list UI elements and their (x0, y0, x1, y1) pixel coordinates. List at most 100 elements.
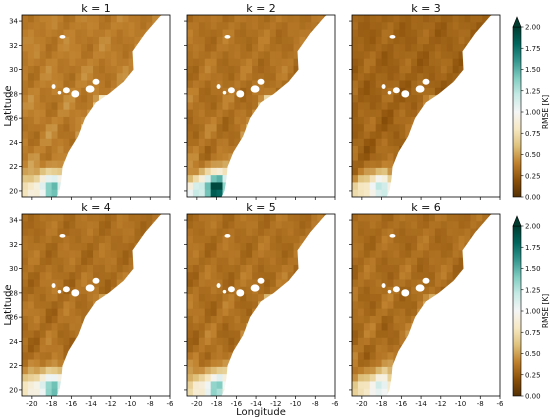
rmse-cell (458, 65, 466, 74)
rmse-cell (198, 330, 206, 339)
rmse-cell (222, 272, 230, 281)
rmse-cell (39, 116, 47, 125)
rmse-cell (393, 124, 400, 133)
island-mask (381, 84, 386, 90)
rmse-cell (222, 294, 230, 302)
rmse-cell (446, 15, 454, 23)
rmse-cell (246, 73, 253, 82)
rmse-cell (234, 29, 241, 38)
island-mask (422, 78, 430, 85)
rmse-cell (381, 294, 389, 302)
rmse-cell (375, 29, 383, 38)
rmse-cell (122, 250, 130, 259)
rmse-cell (305, 228, 312, 237)
rmse-cell (75, 29, 82, 38)
rmse-cell (240, 257, 247, 266)
rmse-cell (45, 167, 53, 176)
rmse-cell (63, 29, 70, 38)
rmse-cell (39, 87, 47, 96)
rmse-cell (299, 15, 306, 23)
island-mask (222, 90, 227, 95)
rmse-cell (22, 29, 29, 38)
rmse-cell (122, 29, 130, 38)
x-tick-label: -14 (415, 400, 427, 408)
rmse-cell (216, 315, 224, 324)
rmse-cell (252, 301, 259, 310)
rmse-cell (27, 308, 35, 317)
rmse-cell (63, 22, 70, 31)
y-tick-label: 20 (9, 386, 18, 394)
rmse-cell (381, 352, 389, 361)
rmse-cell (204, 366, 212, 375)
rmse-cell (204, 44, 212, 52)
rmse-cell (187, 257, 194, 266)
rmse-cell (75, 315, 82, 324)
rmse-cell (363, 124, 371, 133)
rmse-cell (417, 279, 424, 288)
rmse-cell (128, 214, 136, 222)
rmse-cell (452, 235, 460, 244)
rmse-cell (405, 235, 412, 244)
rmse-cell (352, 214, 359, 222)
rmse-cell (81, 286, 88, 295)
rmse-cell (63, 243, 70, 251)
rmse-cell (134, 228, 141, 237)
rmse-cell (363, 388, 371, 396)
rmse-cell (198, 214, 206, 222)
colorbar-tick-label: 1.00 (525, 308, 541, 316)
x-tick-label: -6 (167, 400, 175, 408)
rmse-cell (263, 73, 271, 82)
rmse-cell (352, 359, 359, 368)
rmse-cell (75, 250, 82, 259)
rmse-cell (22, 388, 29, 396)
rmse-cell (39, 51, 47, 60)
rmse-cell (87, 80, 94, 89)
rmse-cell (110, 279, 118, 288)
rmse-cell (81, 250, 88, 259)
rmse-cell (63, 228, 70, 237)
rmse-cell (352, 15, 359, 23)
colorbar-tick-label: 0.00 (525, 194, 541, 202)
rmse-cell (22, 131, 29, 140)
rmse-cell (393, 228, 400, 237)
rmse-cell (381, 345, 389, 353)
rmse-cell (446, 221, 454, 230)
rmse-cell (393, 214, 400, 222)
rmse-cell (381, 175, 389, 184)
rmse-cell (187, 182, 194, 191)
rmse-cell (411, 36, 418, 45)
rmse-cell (22, 167, 29, 176)
rmse-cell (363, 160, 371, 169)
rmse-cell (375, 374, 383, 383)
rmse-cell (393, 102, 400, 111)
rmse-cell (363, 29, 371, 38)
rmse-cell (299, 221, 306, 230)
rmse-cell (204, 22, 212, 31)
rmse-cell (434, 29, 442, 38)
rmse-cell (57, 138, 65, 147)
rmse-cell (51, 182, 59, 191)
rmse-cell (263, 15, 271, 23)
rmse-cell (187, 374, 194, 383)
rmse-cell (375, 80, 383, 89)
rmse-cell (45, 315, 53, 324)
rmse-cell (352, 182, 359, 191)
rmse-cell (27, 374, 35, 383)
rmse-cell (269, 22, 277, 31)
rmse-cell (411, 243, 418, 251)
panel-title: k = 4 (81, 201, 111, 214)
rmse-cell (357, 272, 365, 281)
rmse-cell (63, 272, 70, 281)
rmse-cell (210, 167, 218, 176)
rmse-cell (417, 221, 424, 230)
rmse-cell (216, 65, 224, 74)
rmse-cell (275, 214, 283, 222)
rmse-cell (98, 243, 106, 251)
rmse-cell (387, 257, 395, 266)
rmse-cell (63, 315, 70, 324)
y-tick-label: 26 (9, 314, 18, 322)
rmse-cell (369, 345, 377, 353)
rmse-cell (434, 279, 442, 288)
rmse-cell (275, 22, 283, 31)
rmse-cell (363, 374, 371, 383)
